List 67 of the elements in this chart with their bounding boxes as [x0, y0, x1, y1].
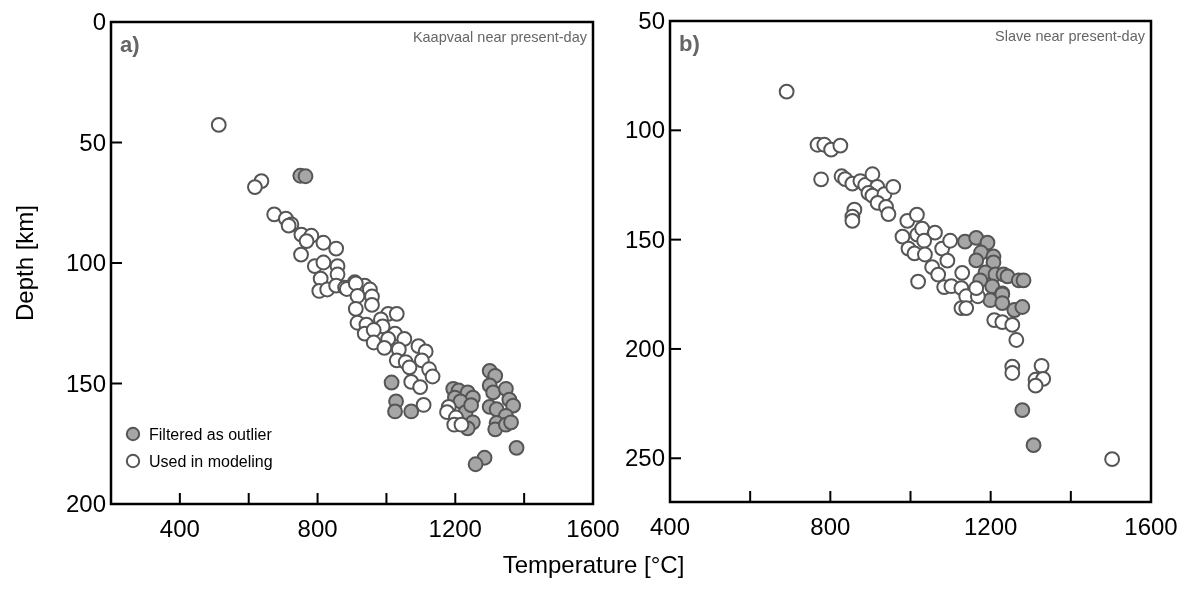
y-tick-label: 200: [65, 490, 106, 517]
point: [954, 264, 971, 281]
x-axis-title: Temperature [°C]: [502, 551, 685, 578]
point: [880, 206, 897, 222]
y-axis-title: Depth [km]: [11, 204, 38, 322]
y-tick-label: 100: [624, 116, 665, 144]
point: [1004, 365, 1021, 381]
x-tick-label: 1200: [428, 515, 482, 542]
x-tick-label: 800: [810, 513, 851, 540]
point: [467, 456, 484, 473]
point: [968, 252, 985, 269]
y-tick-label: 50: [79, 128, 106, 156]
x-tick-label: 400: [159, 515, 200, 542]
point: [844, 212, 861, 229]
legend-label: Filtered as outlier: [149, 426, 273, 443]
annotation: b): [679, 31, 700, 56]
x-tick-label: 1600: [566, 515, 620, 542]
y-tick-label: 0: [92, 8, 106, 35]
point: [1104, 451, 1121, 468]
x-tick-label: 1600: [1124, 513, 1178, 540]
point: [864, 166, 881, 183]
y-tick-label: 250: [624, 444, 665, 472]
x-tick-label: 1200: [963, 513, 1018, 540]
point: [939, 252, 956, 269]
x-tick-label: 400: [649, 513, 691, 540]
point: [942, 232, 959, 249]
point: [1033, 357, 1050, 374]
y-tick-label: 150: [65, 369, 106, 397]
point: [485, 384, 502, 401]
point: [958, 300, 975, 316]
text: Slave near present-day: [995, 28, 1146, 44]
point: [1008, 332, 1025, 348]
point: [994, 295, 1011, 311]
point: [508, 439, 525, 456]
x-tick-label: 800: [297, 515, 338, 542]
legend-label: Used in modeling: [149, 453, 273, 470]
point: [297, 168, 314, 185]
point: [1027, 377, 1044, 394]
point: [968, 280, 985, 297]
point: [930, 266, 947, 283]
y-tick-label: 100: [65, 249, 106, 276]
point: [403, 403, 420, 420]
point: [463, 397, 480, 414]
point: [813, 171, 830, 188]
point: [1014, 402, 1031, 419]
point: [1004, 317, 1021, 333]
point: [383, 374, 400, 391]
point: [387, 403, 403, 420]
y-tick-label: 200: [624, 334, 665, 362]
point: [916, 232, 933, 249]
text: Kaapvaal near present-day: [412, 29, 588, 45]
point: [503, 414, 519, 431]
y-tick-label: 150: [624, 225, 665, 253]
point: [832, 137, 849, 154]
point: [894, 228, 911, 245]
point: [909, 206, 925, 223]
annotation: a): [120, 32, 140, 57]
y-tick-label: 50: [638, 7, 665, 34]
point: [968, 229, 985, 246]
point: [885, 179, 902, 195]
point: [1014, 299, 1031, 315]
point: [917, 246, 933, 263]
point: [927, 224, 943, 241]
point: [1025, 437, 1042, 454]
point: [778, 83, 795, 100]
point: [910, 273, 927, 290]
point: [1015, 272, 1032, 289]
